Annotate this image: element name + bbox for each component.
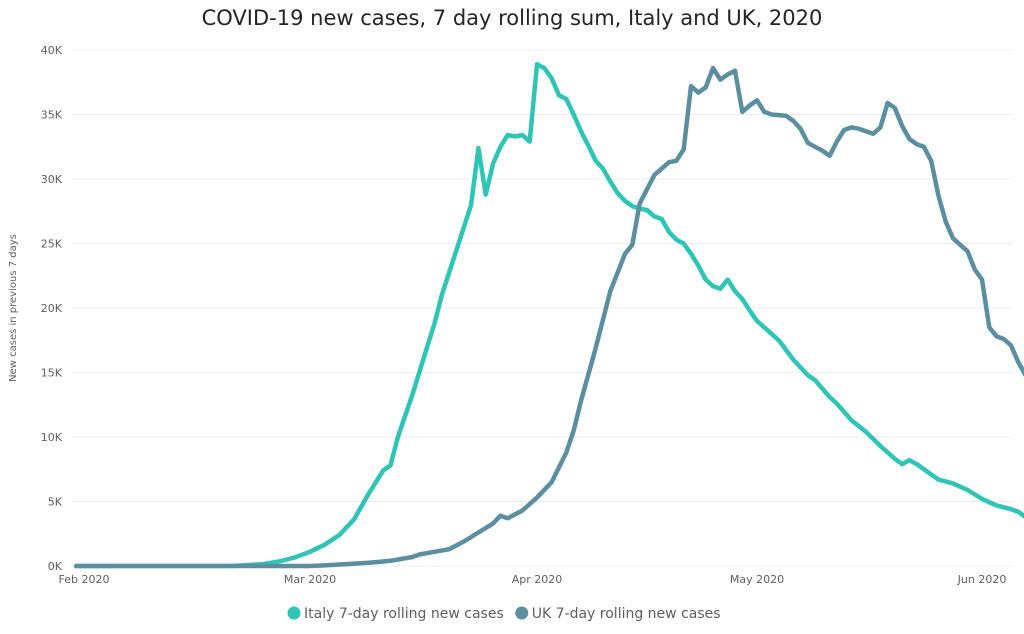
x-tick-label: Feb 2020 <box>59 573 110 586</box>
x-axis-tick-labels: Feb 2020 Mar 2020 Apr 2020 May 2020 Jun 2020 <box>59 573 1007 586</box>
y-tick-label: 15K <box>41 367 63 380</box>
x-tick-label: Mar 2020 <box>284 573 336 586</box>
series-line-uk <box>73 65 1024 569</box>
x-tick-label: Apr 2020 <box>512 573 563 586</box>
y-tick-label: 0K <box>48 560 63 573</box>
legend-label-italy: Italy 7-day rolling new cases <box>304 606 504 622</box>
series-line-italy <box>73 61 1024 569</box>
y-tick-label: 25K <box>41 238 63 251</box>
chart-title: COVID-19 new cases, 7 day rolling sum, I… <box>201 6 823 30</box>
gridlines <box>72 49 1012 567</box>
legend-marker-uk <box>515 606 529 620</box>
legend-label-uk: UK 7-day rolling new cases <box>532 606 721 622</box>
y-axis-tick-labels: 0K 5K 10K 15K 20K 25K 30K 35K 40K <box>41 44 63 573</box>
y-tick-label: 35K <box>41 109 63 122</box>
y-axis-title: New cases in previous 7 days <box>8 234 19 382</box>
y-tick-label: 20K <box>41 302 63 315</box>
x-tick-label: May 2020 <box>730 573 784 586</box>
x-tick-label: Jun 2020 <box>957 573 1007 586</box>
legend-marker-italy <box>287 606 301 620</box>
series-lines <box>73 61 1024 569</box>
legend: Italy 7-day rolling new cases UK 7-day ro… <box>287 606 721 622</box>
y-tick-label: 40K <box>41 44 63 57</box>
y-tick-label: 30K <box>41 173 63 186</box>
y-tick-label: 10K <box>41 431 63 444</box>
y-tick-label: 5K <box>48 496 63 509</box>
